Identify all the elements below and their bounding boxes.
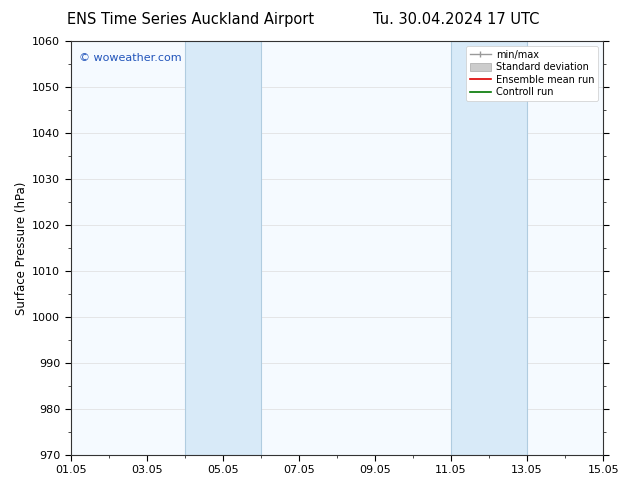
Legend: min/max, Standard deviation, Ensemble mean run, Controll run: min/max, Standard deviation, Ensemble me…: [466, 46, 598, 101]
Y-axis label: Surface Pressure (hPa): Surface Pressure (hPa): [15, 181, 28, 315]
Text: © woweather.com: © woweather.com: [79, 53, 181, 64]
Bar: [451, 41, 527, 455]
Text: ENS Time Series Auckland Airport: ENS Time Series Auckland Airport: [67, 12, 314, 27]
Bar: [185, 41, 261, 455]
Text: Tu. 30.04.2024 17 UTC: Tu. 30.04.2024 17 UTC: [373, 12, 540, 27]
